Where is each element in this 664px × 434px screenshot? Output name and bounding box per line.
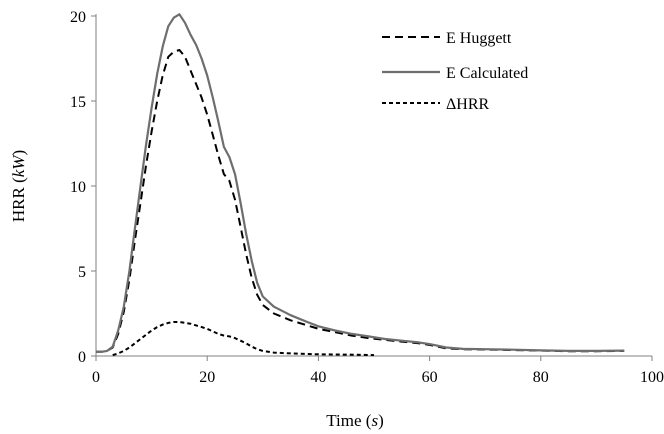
x-tick-label: 60	[422, 369, 438, 386]
series-line-e-huggett	[96, 49, 625, 353]
x-tick-label: 80	[533, 369, 549, 386]
y-tick-label: 15	[70, 94, 86, 111]
x-tick-label: 20	[199, 369, 215, 386]
series-line-delta-hrr	[112, 321, 375, 357]
series-layer	[96, 13, 625, 357]
y-tick-label: 0	[78, 349, 86, 366]
y-tick-label: 5	[78, 264, 86, 281]
legend: E Huggett E Calculated ΔHRR	[382, 30, 528, 113]
legend-label-delta-hrr: ΔHRR	[446, 96, 490, 113]
y-axis-title: HRR (kW)	[9, 150, 28, 222]
x-tick-label: 0	[92, 369, 100, 386]
legend-label-e-calculated: E Calculated	[446, 65, 528, 82]
x-tick-label: 100	[640, 369, 664, 386]
x-tick-label: 40	[310, 369, 326, 386]
x-axis-title: Time (s)	[326, 411, 384, 430]
y-tick-label: 10	[70, 179, 86, 196]
chart-axes	[95, 14, 652, 357]
y-ticks: 0 5 10 15 20	[70, 9, 96, 366]
legend-label-e-huggett: E Huggett	[446, 30, 512, 47]
x-ticks: 0 20 40 60 80 100	[92, 356, 664, 386]
series-line-e-calculated	[96, 13, 625, 353]
y-tick-label: 20	[70, 9, 86, 26]
